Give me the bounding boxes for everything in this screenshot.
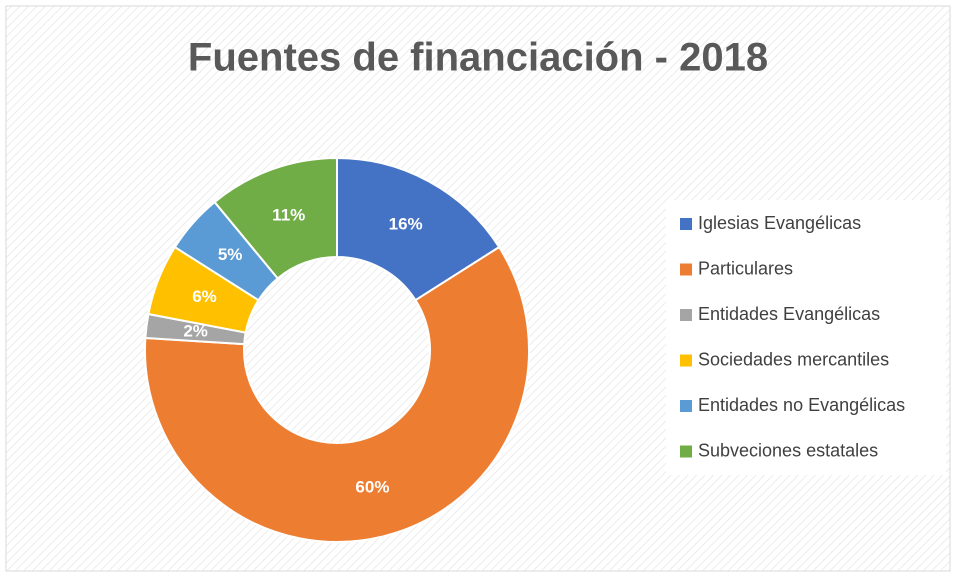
- donut-segment: [213, 156, 338, 280]
- legend-swatch: [680, 263, 692, 276]
- data-label: 11%: [272, 205, 305, 224]
- legend-label: Entidades no Evangélicas: [698, 395, 905, 415]
- legend-swatch: [680, 218, 692, 230]
- legend-label: Iglesias Evangélicas: [698, 213, 861, 233]
- legend-label: Particulares: [698, 258, 793, 278]
- legend-swatch: [680, 309, 692, 321]
- legend-label: Subveciones estatales: [698, 440, 878, 460]
- chart-title: Fuentes de financiación - 2018: [188, 36, 768, 80]
- data-label: 16%: [389, 215, 423, 234]
- data-label: 2%: [183, 322, 208, 341]
- legend-swatch: [680, 445, 692, 458]
- donut-segment: [336, 156, 501, 302]
- data-label: 5%: [218, 245, 243, 264]
- legend-box: [666, 200, 946, 475]
- data-label: 60%: [355, 478, 389, 497]
- donut-segment: [144, 245, 530, 543]
- data-label: 6%: [192, 287, 217, 306]
- legend-swatch: [680, 354, 692, 367]
- legend-swatch: [680, 400, 692, 412]
- legend-label: Sociedades mercantiles: [698, 349, 889, 369]
- legend-label: Entidades Evangélicas: [698, 304, 880, 324]
